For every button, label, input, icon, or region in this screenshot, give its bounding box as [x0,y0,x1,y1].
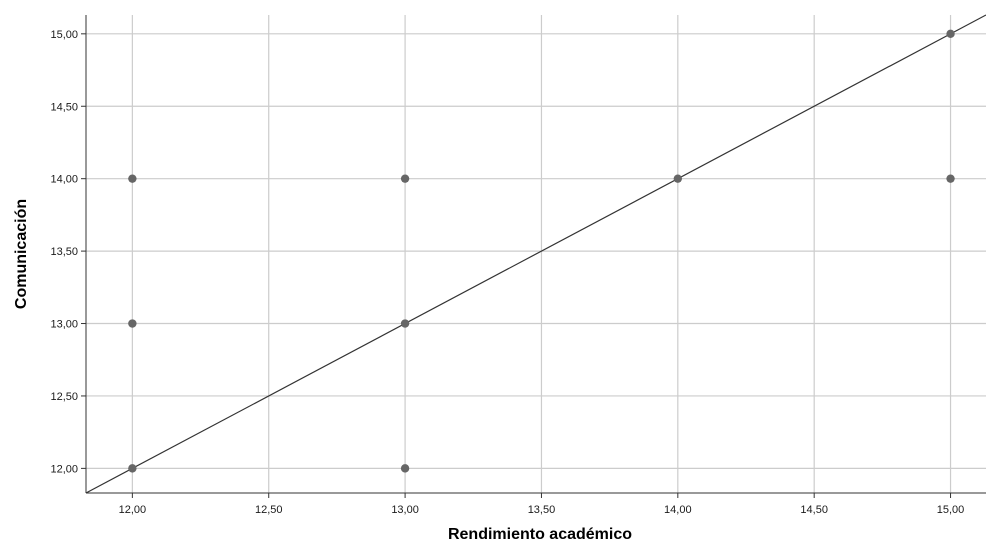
y-tick-label: 14,00 [50,174,78,186]
data-point [673,174,683,183]
y-tick-label: 13,00 [50,319,78,331]
y-tick-label: 13,50 [50,246,78,258]
data-point [400,174,410,183]
fit-line-layer [85,14,986,494]
y-tick-label: 12,00 [50,463,78,475]
data-point [128,464,137,473]
grid-lines [86,15,986,493]
y-tick-label: 12,50 [50,391,78,403]
y-tick-label: 15,00 [50,29,78,41]
x-tick-label: 14,00 [664,504,692,516]
tick-labels: 12,00 12,50 13,00 13,50 14,00 14,50 15,00 12,00… [50,29,964,516]
data-point [128,174,137,183]
data-point [946,174,955,183]
data-point [400,464,410,473]
fit-line [85,14,986,494]
x-tick-label: 12,00 [119,504,147,516]
x-tick-label: 13,00 [391,504,419,516]
x-axis-title: Rendimiento académico [448,526,632,543]
data-point [128,319,137,328]
data-point [400,319,410,328]
axes [81,15,986,498]
data-point [946,29,955,39]
x-tick-label: 15,00 [937,504,965,516]
x-tick-label: 14,50 [800,504,828,516]
data-points [128,29,955,473]
x-tick-label: 13,50 [528,504,556,516]
y-tick-label: 14,50 [50,101,78,113]
x-tick-label: 12,50 [255,504,283,516]
y-axis-title: Comunicación [13,199,30,309]
